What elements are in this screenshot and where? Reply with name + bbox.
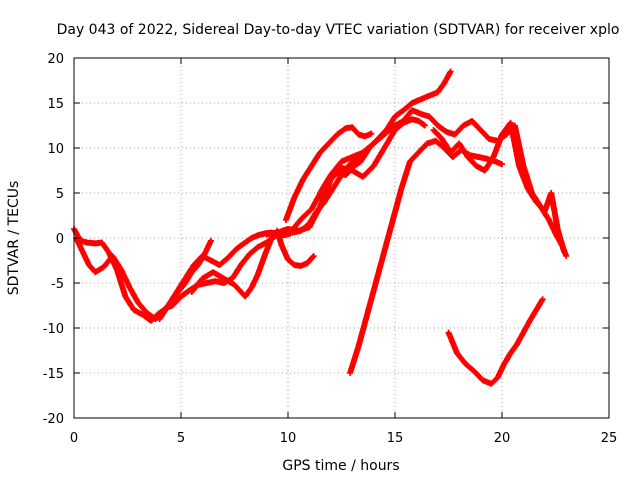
series-track-10 — [430, 119, 568, 255]
data-point-markers — [317, 107, 570, 259]
data-point-markers — [71, 149, 369, 324]
grid-lines — [74, 58, 609, 418]
y-tick-label: -20 — [43, 412, 64, 427]
chart-title: Day 043 of 2022, Sidereal Day-to-day VTE… — [57, 22, 620, 38]
series-track-8 — [347, 137, 505, 376]
y-tick-label: -5 — [51, 277, 64, 292]
series-track-9 — [445, 296, 546, 387]
y-tick-label: 5 — [56, 187, 64, 202]
x-tick-label: 0 — [70, 431, 78, 446]
series-track-1 — [71, 149, 369, 324]
data-point-markers — [430, 119, 568, 255]
y-tick-label: -10 — [43, 322, 64, 337]
data-point-markers — [73, 235, 214, 322]
y-tick-label: 0 — [56, 232, 64, 247]
y-tick-label: 10 — [47, 142, 64, 157]
x-tick-label: 25 — [601, 431, 618, 446]
data-point-markers — [282, 124, 375, 223]
series-track-6 — [282, 124, 375, 223]
y-axis-ticks: -20 -15 -10 -5 0 5 10 15 20 — [43, 52, 609, 427]
series-track-7 — [317, 107, 570, 259]
x-axis-label: GPS time / hours — [282, 458, 399, 474]
x-tick-label: 5 — [177, 431, 185, 446]
x-axis-ticks: 0 5 10 15 20 25 — [70, 58, 617, 446]
y-tick-label: 20 — [47, 52, 64, 67]
data-point-markers — [445, 296, 546, 387]
y-axis-label: SDTVAR / TECUs — [6, 181, 22, 296]
data-point-markers — [347, 137, 505, 376]
x-tick-label: 10 — [280, 431, 297, 446]
x-tick-label: 15 — [387, 431, 404, 446]
y-tick-label: -15 — [43, 367, 64, 382]
series-track-2 — [73, 235, 214, 322]
x-tick-label: 20 — [494, 431, 511, 446]
data-series — [71, 68, 570, 387]
y-tick-label: 15 — [47, 97, 64, 112]
